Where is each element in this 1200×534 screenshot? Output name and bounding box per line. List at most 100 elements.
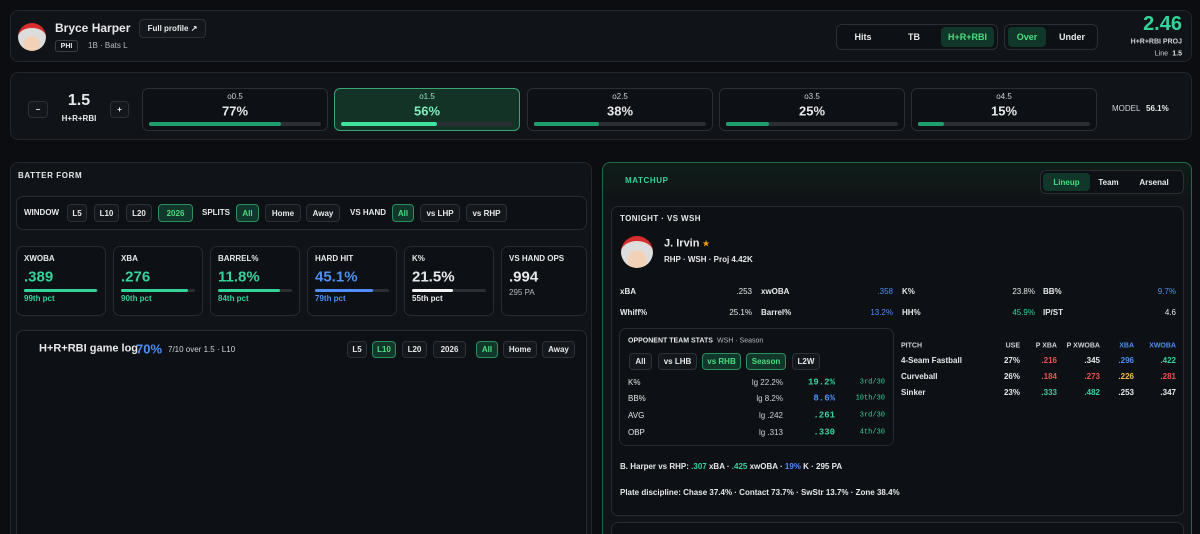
stat-tab[interactable]: H+R+RBI	[941, 27, 994, 47]
stat-card	[210, 246, 300, 316]
arsenal-cell: .482	[1084, 388, 1100, 397]
line-value: 1.5	[1172, 50, 1182, 58]
stat-percentile-bar	[121, 289, 188, 292]
stat-value: 21.5%	[412, 268, 455, 286]
matchup-tab[interactable]: Team	[1098, 177, 1119, 187]
opponent-filter[interactable]: All	[629, 353, 652, 370]
stat-label: VS HAND OPS	[509, 254, 565, 263]
team-badge: PHI	[55, 40, 78, 52]
window-button[interactable]: L10	[94, 204, 119, 222]
opponent-stat-label: K%	[628, 378, 641, 387]
split-part: B. Harper vs RHP:	[620, 462, 689, 471]
stat-percentile: 99th pct	[24, 294, 55, 303]
model-label: MODEL	[1112, 104, 1141, 113]
arsenal-cell: .184	[1041, 372, 1057, 381]
arsenal-header: USE	[1005, 342, 1020, 350]
opponent-filter[interactable]: vs LHB	[658, 353, 697, 370]
arsenal-header: P XWOBA	[1066, 342, 1100, 350]
league-average: lg 8.2%	[756, 394, 783, 403]
stat-value: 11.8%	[218, 268, 260, 286]
split-button[interactable]: Home	[265, 204, 301, 222]
opponent-filter[interactable]: vs RHB	[702, 353, 741, 370]
opponent-filter[interactable]: L2W	[792, 353, 820, 370]
side-tab[interactable]: Under	[1058, 32, 1085, 42]
discipline-values: Chase 37.4% · Contact 73.7% · SwStr 13.7…	[683, 488, 900, 497]
filter-label: SPLITS	[202, 208, 231, 217]
stat-card	[113, 246, 203, 316]
chart-window-button[interactable]: 2026	[433, 341, 466, 358]
chart-window-button[interactable]: L10	[372, 341, 396, 358]
pitcher-avatar	[621, 236, 653, 268]
window-button[interactable]: L5	[67, 204, 87, 222]
split-summary: B. Harper vs RHP: .307 xBA · .425 xwOBA …	[620, 463, 842, 471]
matchup-tab[interactable]: Arsenal	[1139, 177, 1169, 187]
line-minus[interactable]: −	[28, 101, 48, 118]
chart-title: H+R+RBI game log	[39, 342, 139, 355]
stat-label: BARREL%	[218, 254, 259, 263]
stat-card	[16, 246, 106, 316]
option-pct: 77%	[221, 103, 249, 119]
opponent-stat-label: OBP	[628, 428, 645, 437]
section-title: BATTER FORM	[18, 171, 83, 180]
full-profile-link[interactable]: Full profile ↗	[139, 19, 206, 38]
window-button[interactable]: L20	[126, 204, 152, 222]
stat-tab[interactable]: TB	[908, 32, 920, 42]
arsenal-header: PITCH	[901, 342, 922, 350]
pitcher-stat-label: BB%	[1043, 287, 1062, 296]
hand-button[interactable]: vs LHP	[420, 204, 460, 222]
option-line: o4.5	[996, 92, 1012, 101]
stat-percentile-bar	[24, 289, 98, 292]
chart-window-button[interactable]: L20	[402, 341, 427, 358]
arsenal-cell: .422	[1160, 356, 1176, 365]
stat-percentile: 79th pct	[315, 294, 346, 303]
opponent-stat-label: BB%	[628, 394, 646, 403]
pitcher-stat-value: 23.8%	[1012, 287, 1035, 296]
split-button[interactable]: Away	[306, 204, 340, 222]
chart-split-button[interactable]: Away	[542, 341, 575, 358]
option-track	[726, 122, 898, 126]
window-button[interactable]: 2026	[158, 204, 193, 222]
pitcher-stat-value: 9.7%	[1157, 287, 1176, 296]
chart-window-button[interactable]: L5	[347, 341, 367, 358]
split-button[interactable]: All	[236, 204, 259, 222]
player-name: Bryce Harper	[55, 21, 131, 35]
arsenal-cell: Curveball	[901, 372, 938, 381]
league-average: lg .242	[758, 411, 783, 420]
pitcher-stat-value: .253	[736, 287, 752, 296]
chart-split-button[interactable]: All	[476, 341, 498, 358]
stat-percentile: 55th pct	[412, 294, 443, 303]
line-plus[interactable]: +	[110, 101, 129, 118]
opponent-filter[interactable]: Season	[746, 353, 786, 370]
arsenal-cell: .296	[1118, 356, 1134, 365]
opponent-rank: 3rd/30	[859, 378, 885, 387]
opponent-rank: 10th/30	[855, 394, 885, 403]
chart-split-button[interactable]: Home	[503, 341, 537, 358]
hit-rate-detail: 7/10 over 1.5 · L10	[168, 345, 236, 354]
matchup-context: TONIGHT · VS WSH	[620, 214, 701, 223]
option-bar	[726, 122, 769, 126]
stat-card	[307, 246, 397, 316]
arsenal-cell: .345	[1084, 356, 1100, 365]
stat-tab[interactable]: Hits	[854, 32, 872, 42]
option-bar	[534, 122, 600, 126]
stat-percentile: 84th pct	[218, 294, 249, 303]
arsenal-cell: .273	[1084, 372, 1100, 381]
matchup-tab[interactable]: Lineup	[1043, 173, 1090, 191]
opponent-stat-label: AVG	[628, 411, 645, 420]
opponent-rank: 3rd/30	[859, 411, 885, 420]
hand-button[interactable]: vs RHP	[466, 204, 507, 222]
arsenal-cell: .347	[1160, 388, 1176, 397]
hand-button[interactable]: All	[392, 204, 414, 222]
opponent-box	[619, 328, 894, 446]
arsenal-cell: .281	[1160, 372, 1176, 381]
option-track	[534, 122, 706, 126]
pitcher-stat-value: 25.1%	[729, 308, 752, 317]
player-avatar	[18, 23, 46, 51]
arsenal-cell: Sinker	[901, 388, 926, 397]
stat-label: XWOBA	[24, 254, 55, 263]
stat-card	[404, 246, 494, 316]
side-tab[interactable]: Over	[1008, 27, 1046, 47]
pitcher-stat-label: Barrel%	[761, 308, 792, 317]
pitcher-stat-value: 4.6	[1164, 308, 1176, 317]
